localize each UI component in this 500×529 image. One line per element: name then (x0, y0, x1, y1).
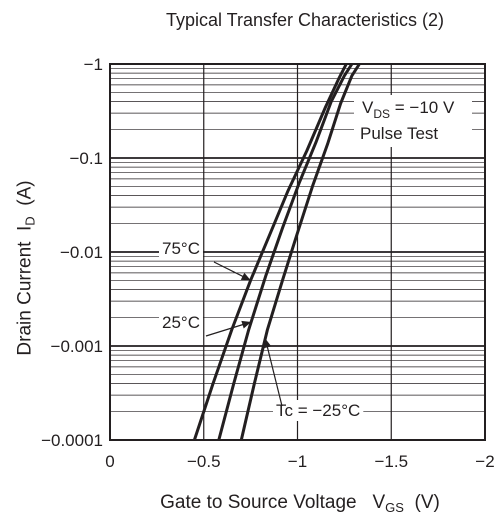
pulse-test-label: Pulse Test (360, 124, 438, 143)
series-label-background (273, 400, 364, 421)
chart-title: Typical Transfer Characteristics (2) (165, 10, 445, 30)
label-leader-line (264, 338, 283, 407)
plot-frame (109, 63, 486, 441)
y-tick-label: −0.0001 (41, 431, 103, 450)
y-axis-label: Drain Current ID (A) (14, 180, 38, 356)
tick-labels: 0 −0.5 −1 −1.5 −2 −0.0001 −0.001 −0.01 −0.1 −1 (41, 55, 495, 471)
y-tick-label: −0.001 (51, 337, 103, 356)
x-tick-label: −2 (475, 452, 494, 471)
label-arrowhead (241, 320, 252, 329)
series-label: Tc = −25°C (276, 401, 360, 420)
series-label: 25°C (162, 313, 200, 332)
series-curves (192, 63, 361, 441)
x-tick-label: −1.5 (374, 452, 408, 471)
label-arrowhead (263, 338, 272, 349)
x-tick-label: −1 (288, 452, 307, 471)
x-tick-label: −0.5 (187, 452, 221, 471)
annotations: 75°C 25°C Tc = −25°C VDS = −10 V Pulse Test (159, 95, 472, 421)
vds-condition: VDS = −10 V (362, 98, 455, 121)
series-label: 75°C (162, 239, 200, 258)
series-label-background (159, 312, 203, 333)
series-line-2 (239, 63, 361, 441)
series-line-0 (192, 63, 348, 441)
series-line-1 (217, 63, 354, 441)
label-arrowhead (240, 272, 251, 281)
x-axis-label: Gate to Source Voltage VGS (V) (160, 492, 440, 515)
y-tick-label: −1 (84, 55, 103, 74)
series-label-background (159, 238, 203, 259)
conditions-background (354, 95, 472, 147)
y-tick-label: −0.01 (60, 243, 103, 262)
x-tick-label: 0 (105, 452, 114, 471)
y-tick-label: −0.1 (69, 149, 103, 168)
